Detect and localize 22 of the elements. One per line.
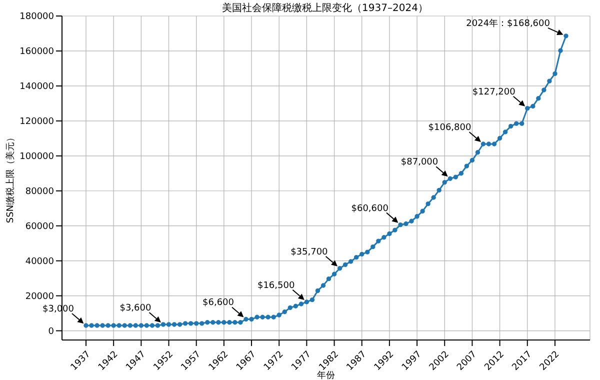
y-tick-label: 100000 — [20, 152, 54, 162]
annotation: $127,200 — [472, 87, 516, 98]
annotation: 2024年：$168,600 — [466, 18, 550, 29]
annotation: $3,600 — [120, 303, 152, 314]
y-tick-label: 80000 — [25, 187, 54, 198]
y-tick-label: 0 — [48, 326, 54, 337]
annotation: $35,700 — [290, 247, 328, 258]
annotation: $16,500 — [257, 280, 295, 291]
y-tick-label: 120000 — [20, 117, 54, 128]
annotation: $106,800 — [428, 123, 472, 134]
y-tick-label: 140000 — [20, 82, 54, 92]
y-tick-label: 20000 — [25, 292, 54, 302]
y-tick-label: 160000 — [20, 47, 54, 58]
annotation: $60,600 — [351, 204, 389, 214]
annotation: $87,000 — [400, 158, 438, 168]
y-tick-label: 180000 — [20, 12, 54, 22]
y-tick-label: 40000 — [25, 257, 54, 268]
chart-title: 美国社会保障税缴税上限变化（1937–2024） — [222, 2, 428, 14]
annotation: $6,600 — [202, 298, 234, 308]
x-axis-title: 年份 — [317, 370, 335, 380]
y-tick-label: 60000 — [25, 222, 54, 232]
y-axis-title: SSN缴税上限（美元） — [5, 132, 16, 224]
